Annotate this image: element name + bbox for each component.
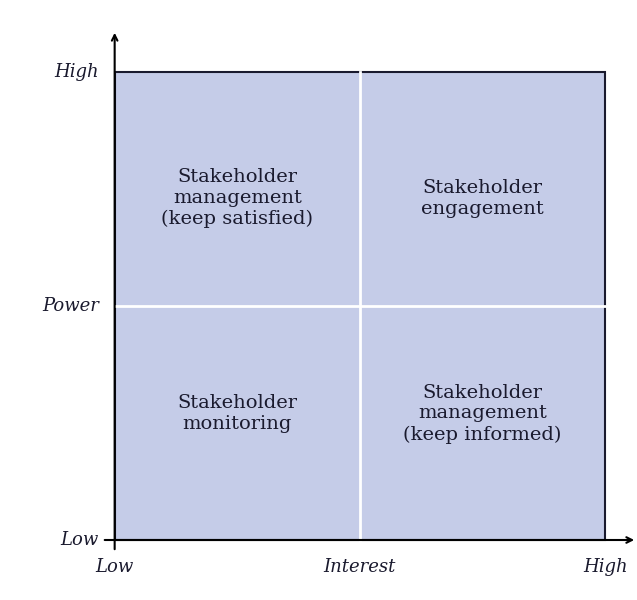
Text: High: High [583, 558, 627, 576]
Text: Power: Power [42, 297, 99, 315]
Text: High: High [54, 63, 99, 81]
Text: Low: Low [61, 531, 99, 549]
Bar [115, 72, 605, 540]
Text: Stakeholder
management
(keep satisfied): Stakeholder management (keep satisfied) [161, 169, 313, 229]
Text: Stakeholder
management
(keep informed): Stakeholder management (keep informed) [403, 383, 562, 443]
Text: Low: Low [96, 558, 134, 576]
Text: Stakeholder
monitoring: Stakeholder monitoring [177, 394, 297, 433]
Text: Interest: Interest [324, 558, 396, 576]
Text: Stakeholder
engagement: Stakeholder engagement [421, 179, 544, 218]
